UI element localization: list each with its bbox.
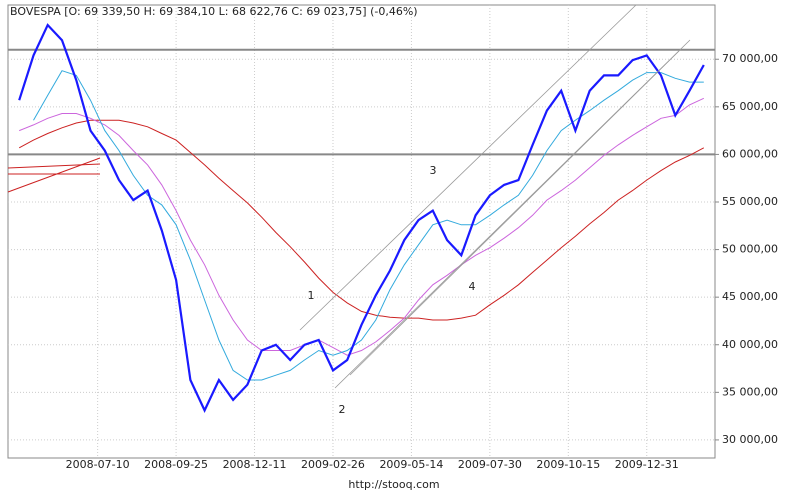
fan-lines — [7, 157, 101, 193]
x-tick-label: 2008-09-25 — [144, 458, 208, 471]
fan-line — [7, 163, 101, 169]
series-line — [19, 97, 705, 356]
y-tick-label: 65 000,00 — [722, 100, 778, 113]
footer: http://stooq.com — [348, 478, 439, 491]
chart-title: BOVESPA [O: 69 339,50 H: 69 384,10 L: 68… — [10, 5, 418, 18]
x-tick-label: 2008-12-11 — [223, 458, 287, 471]
x-tick-label: 2009-12-31 — [615, 458, 679, 471]
x-tick-label: 2009-07-30 — [458, 458, 522, 471]
annotation: 2 — [339, 403, 346, 416]
plot-frame — [7, 4, 716, 459]
annotation: 3 — [430, 164, 437, 177]
y-tick-label: 70 000,00 — [722, 52, 778, 65]
channel-line — [349, 49, 681, 376]
series-line — [18, 23, 705, 413]
y-tick-label: 55 000,00 — [722, 195, 778, 208]
fan-line — [7, 157, 101, 193]
channel-lines — [299, 4, 691, 389]
y-tick-label: 45 000,00 — [722, 290, 778, 303]
x-tick-label: 2009-10-15 — [536, 458, 600, 471]
y-tick-label: 35 000,00 — [722, 385, 778, 398]
x-tick-label: 2009-05-14 — [379, 458, 443, 471]
x-tick-label: 2008-07-10 — [66, 458, 130, 471]
annotation: 1 — [308, 289, 315, 302]
y-tick-label: 50 000,00 — [722, 243, 778, 256]
plot-layer — [8, 5, 715, 458]
series-line — [18, 119, 705, 321]
y-tick-label: 60 000,00 — [722, 147, 778, 160]
y-tick-label: 30 000,00 — [722, 433, 778, 446]
x-tick-label: 2009-02-26 — [301, 458, 365, 471]
y-tick-label: 40 000,00 — [722, 338, 778, 351]
channel-line — [299, 4, 637, 331]
annotation: 4 — [469, 280, 476, 293]
